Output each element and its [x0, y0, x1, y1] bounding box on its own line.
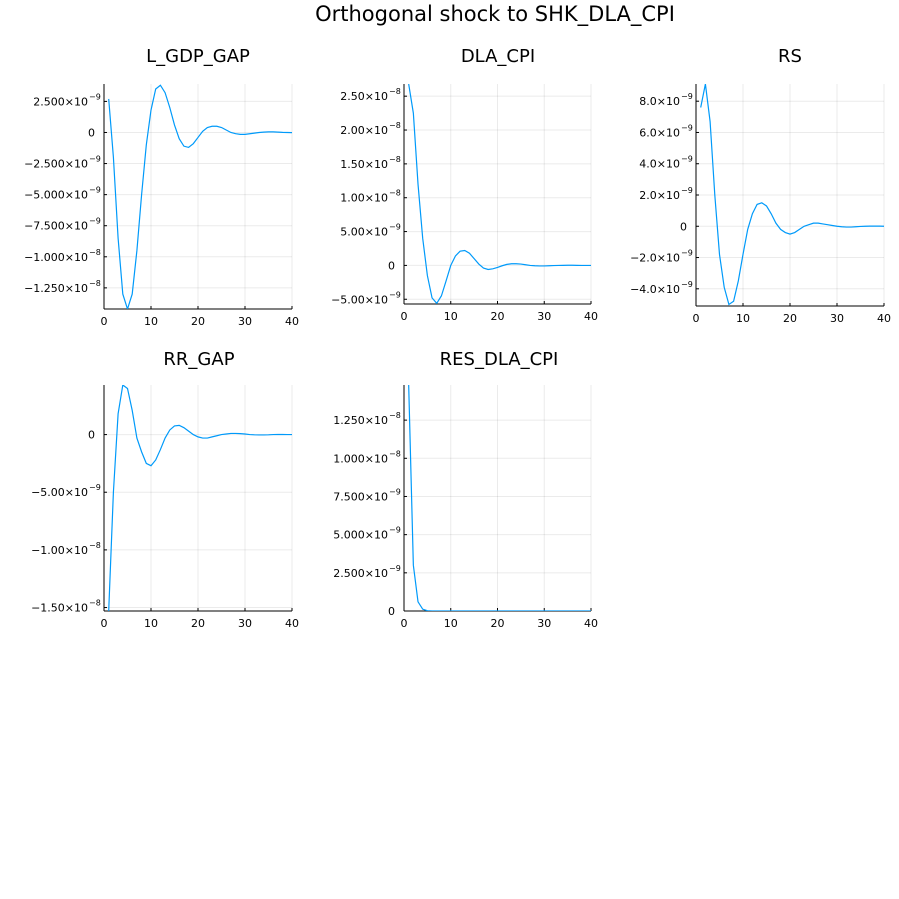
y-tick-label: −1.50×10 — [31, 602, 88, 615]
y-tick-exponent: −8 — [389, 87, 401, 96]
y-tick-label: 7.500×10 — [333, 490, 388, 503]
x-tick-label: 10 — [444, 310, 458, 323]
panel-title: RS — [778, 46, 802, 67]
x-tick-label: 0 — [101, 617, 108, 630]
x-tick-label: 10 — [144, 617, 158, 630]
y-tick-exponent: −8 — [389, 121, 401, 130]
y-tick-label: 0 — [388, 605, 395, 618]
y-tick-label: 5.00×10 — [340, 226, 388, 239]
panel-title: L_GDP_GAP — [146, 46, 250, 67]
y-tick-label: 5.000×10 — [333, 529, 388, 542]
panel-res-dla-cpi: RES_DLA_CPI 0 10 20 30 401.250×10 −81.000×10−… — [333, 349, 598, 630]
y-tick-exponent: −9 — [389, 290, 401, 299]
panel-title: RR_GAP — [163, 349, 234, 370]
y-tick-exponent: −8 — [89, 599, 101, 608]
x-tick-label: 20 — [191, 617, 205, 630]
y-tick-exponent: −9 — [89, 483, 101, 492]
y-tick-exponent: −9 — [389, 526, 401, 535]
y-tick-label: 1.250×10 — [333, 414, 388, 427]
y-tick-label: 8.0×10 — [639, 95, 680, 108]
y-tick-label: 4.0×10 — [639, 158, 680, 171]
y-tick-exponent: −8 — [89, 279, 101, 288]
panel-rr-gap: RR_GAP 0 10 20 30 400−5.00×10 −9−1.00×10 −8−1.… — [31, 349, 299, 630]
x-tick-label: 20 — [491, 310, 505, 323]
y-tick-label: 6.0×10 — [639, 126, 680, 139]
x-tick-label: 30 — [537, 617, 551, 630]
series-line — [700, 84, 884, 306]
y-tick-exponent: −9 — [389, 564, 401, 573]
y-tick-exponent: −8 — [389, 449, 401, 458]
y-tick-label: −1.000×10 — [24, 251, 88, 264]
y-tick-label: −5.000×10 — [24, 189, 88, 202]
x-tick-label: 40 — [285, 617, 299, 630]
y-tick-label: −2.500×10 — [24, 158, 88, 171]
y-tick-exponent: −8 — [89, 248, 101, 257]
y-tick-label: 2.500×10 — [333, 567, 388, 580]
x-tick-label: 40 — [584, 617, 598, 630]
y-tick-exponent: −9 — [389, 487, 401, 496]
x-tick-label: 40 — [285, 315, 299, 328]
x-tick-label: 10 — [144, 315, 158, 328]
y-tick-label: −1.00×10 — [31, 544, 88, 557]
y-tick-exponent: −8 — [389, 189, 401, 198]
x-tick-label: 40 — [584, 310, 598, 323]
panel-dla-cpi: DLA_CPI 0 10 20 30 402.50×10 −82.00×10 −81.50×… — [331, 46, 598, 323]
y-tick-label: −4.0×10 — [630, 283, 680, 296]
y-tick-exponent: −8 — [89, 541, 101, 550]
y-tick-label: 2.500×10 — [33, 95, 88, 108]
y-tick-label: −1.250×10 — [24, 282, 88, 295]
y-tick-label: −5.00×10 — [331, 293, 388, 306]
x-tick-label: 0 — [101, 315, 108, 328]
x-tick-label: 30 — [537, 310, 551, 323]
x-tick-label: 30 — [830, 312, 844, 325]
x-tick-label: 10 — [444, 617, 458, 630]
figure-title: Orthogonal shock to SHK_DLA_CPI — [315, 2, 675, 27]
y-tick-label: 0 — [88, 126, 95, 139]
y-tick-exponent: −9 — [681, 280, 693, 289]
y-tick-exponent: −9 — [681, 92, 693, 101]
panel-l-gdp-gap: L_GDP_GAP 0 10 20 30 402.500×10 −90−2.500×10−… — [24, 46, 299, 328]
x-tick-label: 30 — [238, 315, 252, 328]
y-tick-label: 0 — [680, 220, 687, 233]
x-tick-label: 40 — [877, 312, 891, 325]
y-tick-exponent: −9 — [89, 155, 101, 164]
y-tick-label: −5.00×10 — [31, 486, 88, 499]
y-tick-exponent: −9 — [89, 217, 101, 226]
series-line — [108, 385, 292, 611]
y-tick-exponent: −9 — [681, 249, 693, 258]
y-tick-exponent: −9 — [681, 155, 693, 164]
series-line — [408, 84, 591, 304]
y-tick-label: 0 — [388, 259, 395, 272]
y-tick-label: 2.50×10 — [340, 90, 388, 103]
y-tick-label: 1.50×10 — [340, 158, 388, 171]
x-tick-label: 20 — [783, 312, 797, 325]
x-tick-label: 30 — [238, 617, 252, 630]
y-tick-label: 2.0×10 — [639, 189, 680, 202]
y-tick-label: −7.500×10 — [24, 220, 88, 233]
x-tick-label: 20 — [491, 617, 505, 630]
y-tick-label: 1.00×10 — [340, 192, 388, 205]
y-tick-label: 0 — [88, 429, 95, 442]
x-tick-label: 10 — [736, 312, 750, 325]
series-line — [108, 84, 292, 309]
y-tick-exponent: −9 — [681, 123, 693, 132]
y-tick-exponent: −9 — [89, 186, 101, 195]
y-tick-exponent: −8 — [389, 411, 401, 420]
x-tick-label: 0 — [401, 617, 408, 630]
y-tick-exponent: −9 — [89, 92, 101, 101]
x-tick-label: 0 — [401, 310, 408, 323]
y-tick-label: 1.000×10 — [333, 452, 388, 465]
panel-title: DLA_CPI — [461, 46, 535, 67]
y-tick-exponent: −9 — [389, 223, 401, 232]
panel-rs: RS 0 10 20 30 408.0×10 −96.0×10 −94.0×10 −92.0×… — [630, 46, 891, 325]
y-tick-label: −2.0×10 — [630, 252, 680, 265]
y-tick-label: 2.00×10 — [340, 124, 388, 137]
series-line — [408, 385, 591, 611]
panel-title: RES_DLA_CPI — [440, 349, 559, 370]
y-tick-exponent: −9 — [681, 186, 693, 195]
x-tick-label: 20 — [191, 315, 205, 328]
x-tick-label: 0 — [693, 312, 700, 325]
y-tick-exponent: −8 — [389, 155, 401, 164]
